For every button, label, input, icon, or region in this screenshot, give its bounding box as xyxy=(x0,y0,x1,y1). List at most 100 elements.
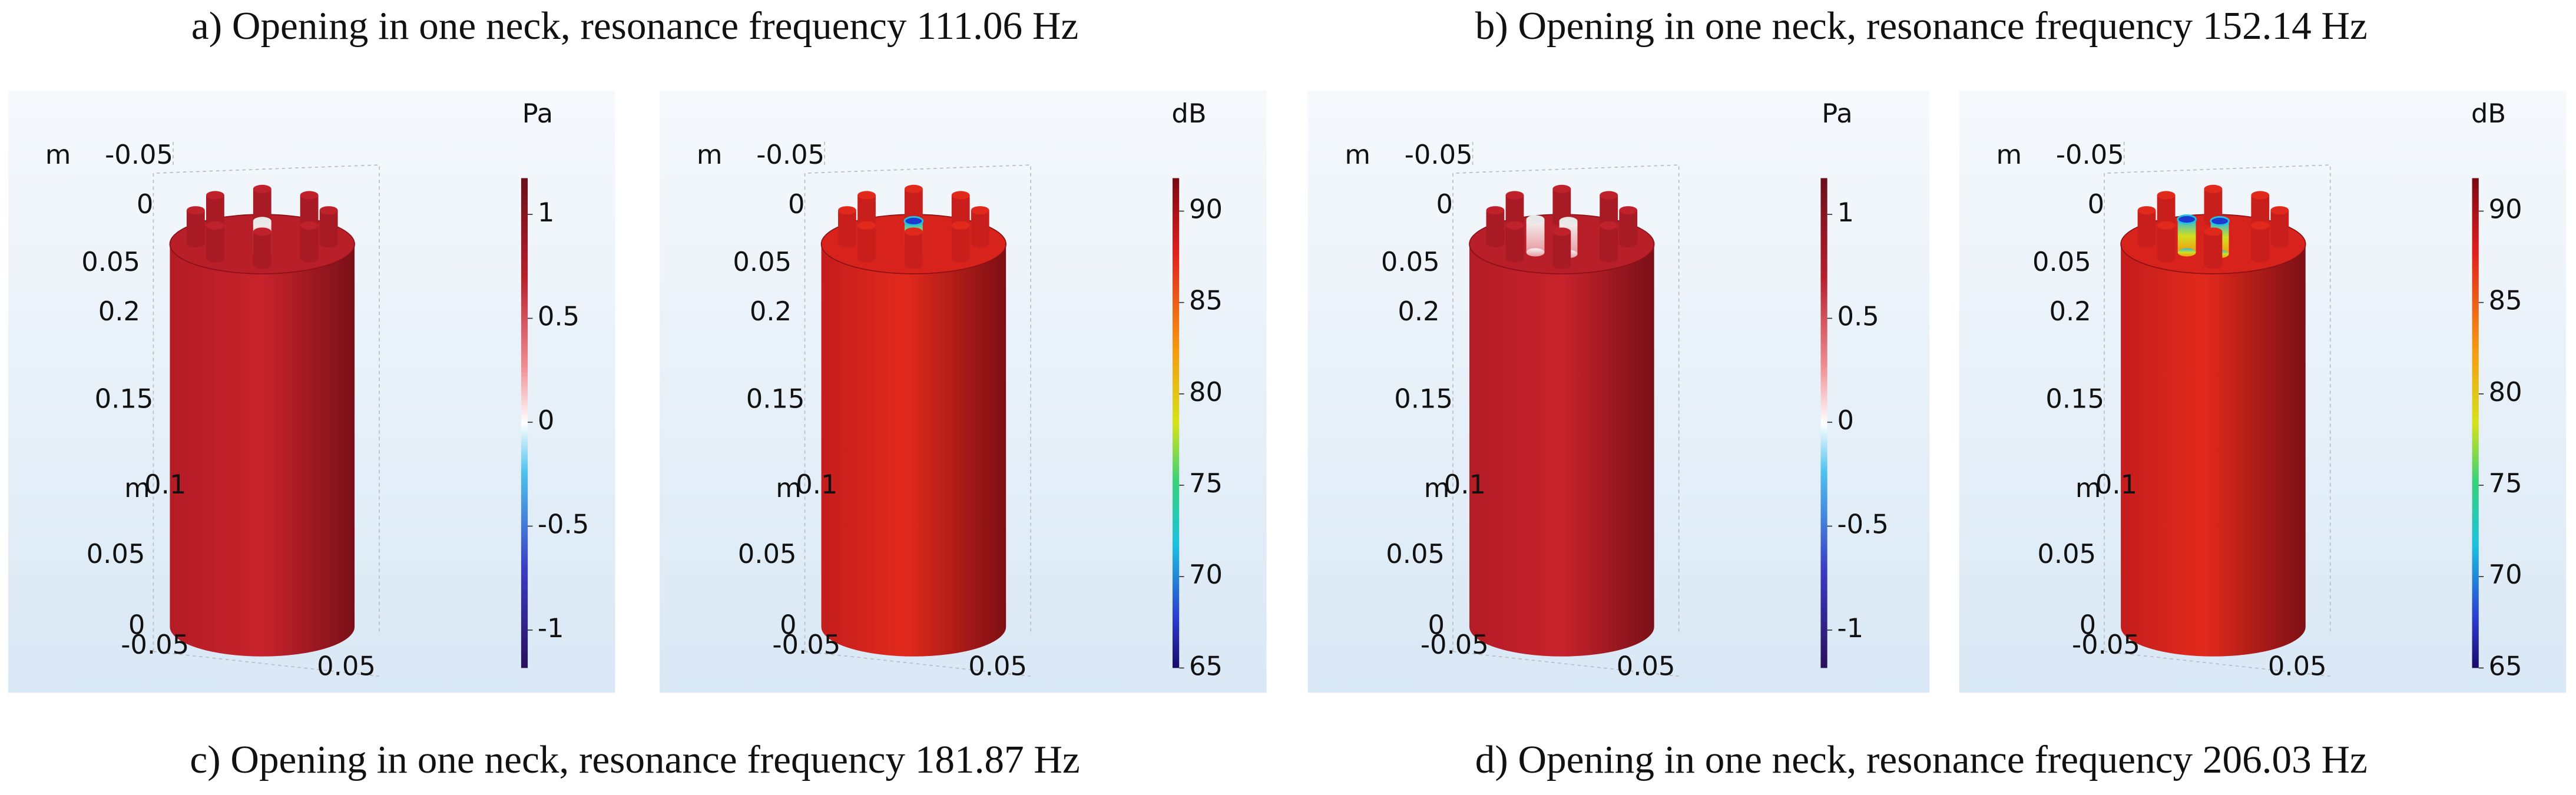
axis-label: 0.05 xyxy=(2268,650,2327,681)
axis-label: 0 xyxy=(788,188,805,220)
neck-top xyxy=(2157,191,2176,200)
colorbar-tick-label: 85 xyxy=(2489,285,2522,316)
neck xyxy=(2177,219,2196,253)
neck-base xyxy=(904,260,923,269)
caption: b) Opening in one neck, resonance freque… xyxy=(1475,4,2368,48)
neck-top xyxy=(186,206,205,215)
colorbar-tick-label: 80 xyxy=(2489,376,2522,408)
neck-base xyxy=(971,239,989,248)
neck-base xyxy=(2177,248,2196,257)
axis-label: 0 xyxy=(1436,188,1453,220)
neck-base xyxy=(253,260,271,269)
axis-label: m xyxy=(1996,139,2022,170)
axis-label: 0 xyxy=(2080,609,2097,640)
neck xyxy=(253,188,271,222)
neck-base xyxy=(1505,254,1524,263)
neck xyxy=(838,210,856,244)
neck-base xyxy=(2204,260,2223,269)
axis-label: m xyxy=(124,472,150,504)
neck-top xyxy=(857,191,876,200)
plot: m -0.0500.050.20.15m0.10.050-0.050.05Pa10… xyxy=(1307,91,1930,693)
axis-label: 0 xyxy=(2088,188,2105,220)
axis-label: 0 xyxy=(780,609,797,640)
neck xyxy=(971,210,989,244)
neck-top xyxy=(1559,217,1578,226)
axis-box xyxy=(153,140,380,677)
axis-label: 0 xyxy=(137,188,154,220)
axis-label: 0.1 xyxy=(796,469,837,500)
neck-base xyxy=(206,254,224,263)
axis-box xyxy=(1452,140,1680,677)
cylinder-body xyxy=(1469,244,1654,627)
colorbar-tick-label: 75 xyxy=(2489,468,2522,499)
neck-top xyxy=(1552,184,1571,193)
neck-top xyxy=(2137,206,2156,215)
neck-top xyxy=(319,206,338,215)
neck xyxy=(2137,210,2156,244)
neck-top xyxy=(1505,221,1524,230)
axis-label: -0.05 xyxy=(1421,629,1489,660)
neck-base xyxy=(2270,239,2289,248)
axis-label: 0.2 xyxy=(2049,296,2091,327)
axis-label: -0.05 xyxy=(121,629,189,660)
neck-top xyxy=(951,191,970,200)
neck xyxy=(300,225,319,259)
colorbar xyxy=(1820,178,1827,668)
neck-top xyxy=(2177,214,2197,224)
neck xyxy=(1552,188,1571,222)
neck-top xyxy=(2204,184,2223,193)
axis-label: 0.2 xyxy=(1398,296,1439,327)
neck xyxy=(319,210,338,244)
colorbar-tick-label: 0.5 xyxy=(1837,301,1879,332)
colorbar-tick-label: 0 xyxy=(1837,405,1854,436)
colorbar-tick-label: 65 xyxy=(2489,650,2522,681)
neck-base xyxy=(186,239,205,248)
neck-base xyxy=(838,239,856,248)
axis-label: 0.05 xyxy=(2032,246,2091,277)
neck-top xyxy=(253,184,271,193)
neck-top xyxy=(1486,206,1505,215)
axis-label: m xyxy=(776,472,802,504)
neck-top xyxy=(1505,191,1524,200)
colorbar-tick-label: -0.5 xyxy=(1837,508,1888,539)
neck-base xyxy=(951,254,970,263)
neck xyxy=(2204,231,2223,265)
neck-base xyxy=(1526,248,1545,257)
cylinder-body xyxy=(170,244,355,627)
colorbar-tick-label: -1 xyxy=(1837,612,1863,644)
neck xyxy=(904,231,923,265)
neck-top xyxy=(2210,216,2230,226)
neck-top xyxy=(253,217,271,226)
axis-label: 0.05 xyxy=(87,538,145,569)
neck xyxy=(1526,219,1545,253)
neck xyxy=(1600,225,1618,259)
neck-top xyxy=(971,206,989,215)
colorbar-tick-label: 85 xyxy=(1189,285,1223,316)
caption: c) Opening in one neck, resonance freque… xyxy=(190,737,1080,781)
axis-label: 0.05 xyxy=(81,246,140,277)
plot: m -0.0500.050.20.15m0.10.050-0.050.05Pa10… xyxy=(8,91,615,693)
colorbar-tick-label: 0.5 xyxy=(538,301,580,332)
neck xyxy=(1619,210,1638,244)
neck xyxy=(253,231,271,265)
colorbar-unit: dB xyxy=(1171,98,1206,129)
neck-top xyxy=(300,191,319,200)
axis-label: 0.05 xyxy=(1386,538,1445,569)
neck xyxy=(2270,210,2289,244)
axis-label: 0.1 xyxy=(144,469,186,500)
colorbar-tick-label: 1 xyxy=(538,197,555,228)
neck xyxy=(1552,231,1571,265)
axis-label: 0 xyxy=(1428,609,1445,640)
axis-label: 0.05 xyxy=(738,538,797,569)
neck xyxy=(951,225,970,259)
neck-top xyxy=(838,206,856,215)
colorbar-tick-label: 75 xyxy=(1189,468,1223,499)
axis-label: 0.1 xyxy=(1444,469,1486,500)
cylinder-body xyxy=(821,244,1006,627)
axis-label: 0.05 xyxy=(1381,246,1440,277)
axis-label: -0.05 xyxy=(1405,139,1473,170)
neck-top xyxy=(1552,227,1571,236)
neck-top xyxy=(951,221,970,230)
colorbar-tick-label: 1 xyxy=(1837,197,1854,228)
